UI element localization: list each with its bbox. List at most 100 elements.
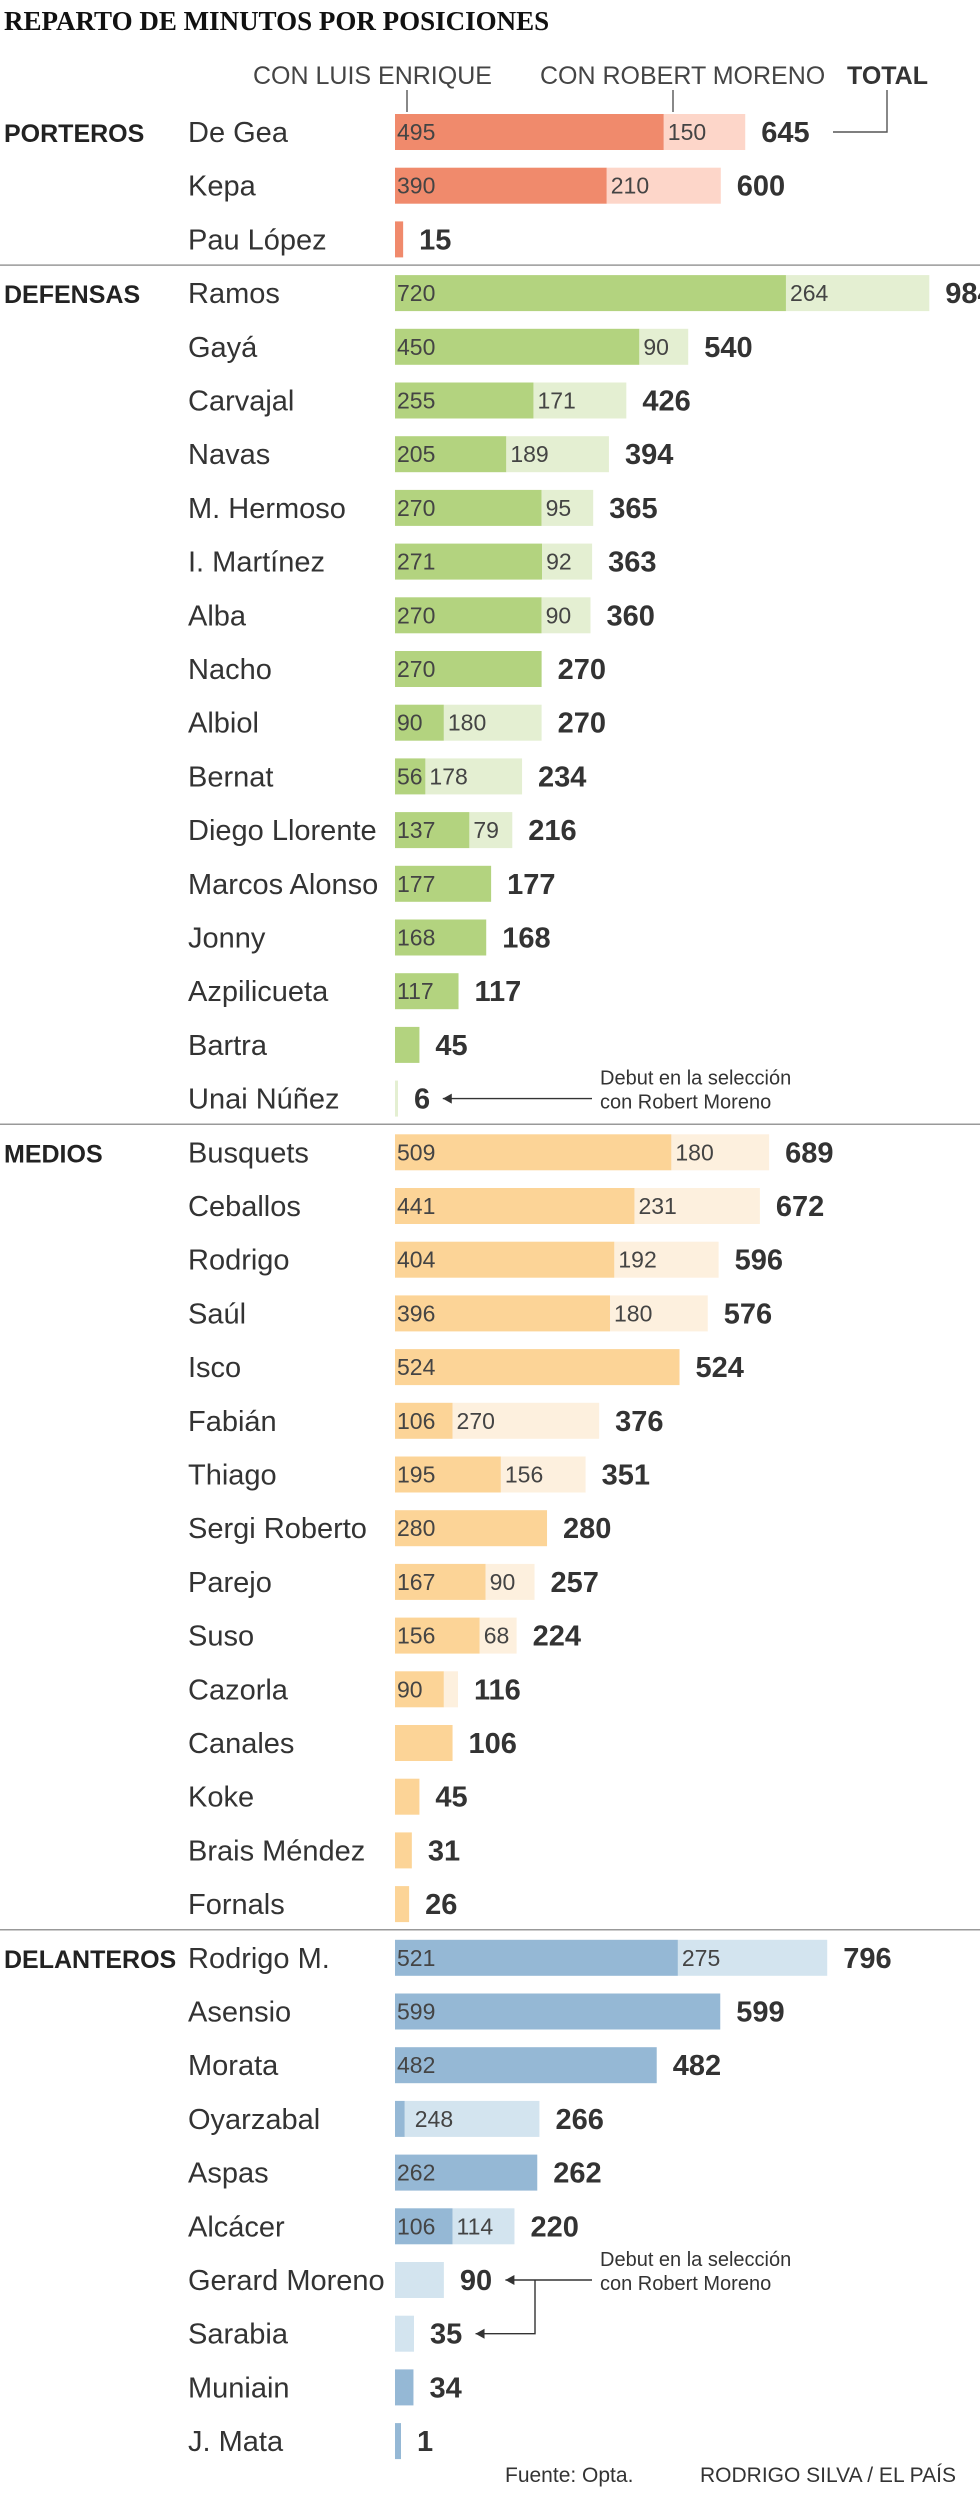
bar-le-saul (395, 1295, 611, 1332)
bar-le-alba (395, 597, 542, 634)
legend-leader-lines (406, 90, 888, 133)
bar-le-rodrigo (395, 1241, 615, 1278)
total-unai-nunez: 6 (414, 1084, 430, 1116)
label-rm-ceballos: 231 (638, 1193, 676, 1219)
bar-rm-unai-nunez (395, 1080, 398, 1117)
bar-le-oyarzabal (395, 2100, 405, 2137)
total-albiol: 270 (558, 708, 606, 740)
player-name-asensio: Asensio (188, 1997, 291, 2029)
label-rm-carvajal: 171 (537, 388, 575, 414)
player-name-alcacer: Alcácer (188, 2211, 285, 2243)
player-name-aspas: Aspas (188, 2158, 269, 2190)
annotation-text: Debut en la selección (600, 1068, 791, 1090)
player-name-sarabia: Sarabia (188, 2319, 289, 2351)
bar-le-asensio (395, 1993, 721, 2030)
label-rm-rodrigo: 192 (618, 1247, 656, 1273)
total-nacho: 270 (558, 654, 606, 686)
total-rodrigo-m: 796 (843, 1943, 891, 1975)
total-m-hermoso: 365 (609, 493, 657, 525)
label-le-thiago: 195 (397, 1462, 435, 1488)
bar-rm-parejo (485, 1563, 535, 1600)
bar-le-fabian (395, 1402, 453, 1439)
total-i-martinez: 363 (608, 547, 656, 579)
player-name-sergi-roberto: Sergi Roberto (188, 1513, 367, 1545)
label-rm-alba: 90 (546, 602, 572, 628)
bar-le-busquets (395, 1134, 672, 1171)
player-name-rodrigo: Rodrigo (188, 1245, 290, 1277)
player-name-nacho: Nacho (188, 654, 272, 686)
player-name-marcos-alonso: Marcos Alonso (188, 869, 378, 901)
label-le-asensio: 599 (397, 1999, 435, 2025)
label-rm-diego-llorente: 79 (473, 817, 499, 843)
bar-rm-de-gea (663, 114, 746, 150)
label-rm-gaya: 90 (643, 334, 669, 360)
legend-robert-moreno: CON ROBERT MORENO (540, 62, 825, 90)
bar-le-marcos-alonso (395, 865, 492, 902)
total-bartra: 45 (435, 1030, 467, 1062)
bar-le-canales (395, 1725, 453, 1761)
bar-rm-m-hermoso (541, 489, 594, 526)
total-jonny: 168 (502, 923, 550, 955)
label-rm-busquets: 180 (675, 1139, 713, 1165)
bar-rm-thiago (500, 1456, 586, 1493)
annotation-arrow-icon (442, 1093, 452, 1104)
bar-rm-gaya (639, 328, 689, 365)
player-name-isco: Isco (188, 1352, 241, 1384)
label-le-i-martinez: 271 (397, 549, 435, 575)
label-le-ceballos: 441 (397, 1193, 435, 1219)
total-diego-llorente: 216 (528, 815, 576, 847)
label-le-bernat: 56 (397, 763, 423, 789)
label-rm-fabian: 270 (457, 1408, 495, 1434)
label-le-parejo: 167 (397, 1569, 435, 1595)
group-label: MEDIOS (4, 1140, 103, 1168)
total-azpilicueta: 117 (475, 976, 522, 1008)
bar-rm-gerard-moreno (395, 2262, 444, 2298)
bar-rm-ceballos (634, 1188, 760, 1224)
total-canales: 106 (469, 1728, 517, 1760)
total-brais-mendez: 31 (428, 1835, 460, 1867)
label-rm-i-martinez: 92 (546, 549, 572, 575)
total-cazorla: 116 (474, 1674, 521, 1706)
player-name-azpilicueta: Azpilicueta (188, 976, 329, 1008)
label-le-albiol: 90 (397, 710, 423, 736)
bar-rm-navas (506, 436, 609, 473)
label-le-rodrigo-m: 521 (397, 1945, 435, 1971)
player-name-morata: Morata (188, 2050, 279, 2082)
total-bernat: 234 (538, 761, 586, 793)
bar-le-bartra (395, 1026, 420, 1063)
player-name-brais-mendez: Brais Méndez (188, 1835, 365, 1867)
bar-rm-i-martinez (542, 543, 593, 580)
label-rm-de-gea: 150 (668, 119, 706, 145)
label-le-de-gea: 495 (397, 119, 435, 145)
annotation-text: Debut en la selección (600, 2249, 791, 2271)
bar-rm-bernat (425, 758, 523, 795)
total-ramos: 984 (945, 278, 980, 310)
player-name-gerard-moreno: Gerard Moreno (188, 2265, 385, 2297)
label-rm-alcacer: 114 (457, 2213, 494, 2239)
annotation-arrow-icon (475, 2328, 485, 2339)
label-le-fabian: 106 (397, 1408, 435, 1434)
player-name-alba: Alba (188, 600, 247, 632)
bar-rm-oyarzabal (404, 2100, 540, 2137)
label-le-diego-llorente: 137 (397, 817, 435, 843)
bar-le-albiol (395, 704, 444, 741)
label-le-azpilicueta: 117 (397, 978, 434, 1004)
annotation-text: con Robert Moreno (600, 1092, 771, 1114)
group-label: DELANTEROS (4, 1946, 176, 1974)
bar-rm-fabian (452, 1402, 600, 1439)
bar-le-ramos (395, 275, 786, 312)
player-name-albiol: Albiol (188, 708, 259, 740)
total-thiago: 351 (602, 1460, 650, 1492)
player-name-de-gea: De Gea (188, 117, 289, 149)
total-alcacer: 220 (530, 2211, 578, 2243)
legend-luis-enrique: CON LUIS ENRIQUE (253, 62, 492, 90)
total-asensio: 599 (736, 1997, 784, 2029)
bar-rm-alcacer (452, 2208, 515, 2245)
bar-rm-alba (541, 597, 591, 634)
total-pau-lopez: 15 (419, 224, 451, 256)
total-fornals: 26 (425, 1889, 457, 1921)
player-name-canales: Canales (188, 1728, 294, 1760)
bar-le-alcacer (395, 2208, 453, 2245)
bar-le-de-gea (395, 114, 664, 150)
